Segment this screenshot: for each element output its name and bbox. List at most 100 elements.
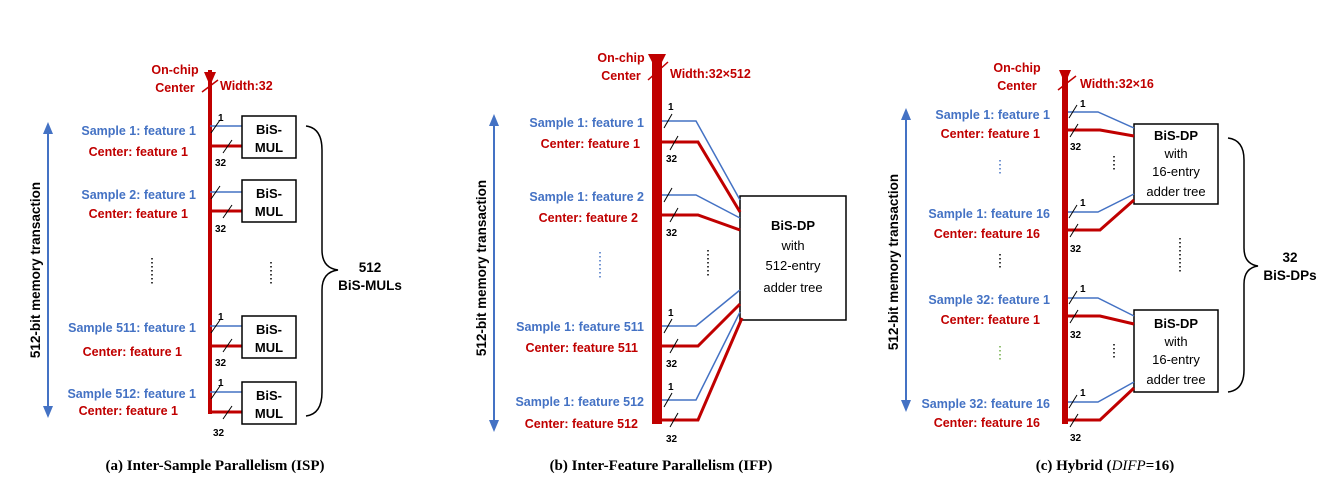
caption: (b) Inter-Feature Parallelism (IFP) bbox=[550, 458, 773, 474]
center-feature-label: Center: feature 511 bbox=[525, 341, 638, 355]
on-chip-label: On-chip bbox=[151, 63, 199, 77]
sample-label: Sample 32: feature 16 bbox=[921, 397, 1050, 411]
caption: (c) Hybrid (DIFP=16) bbox=[1036, 458, 1175, 474]
bit-width-32: 32 bbox=[215, 224, 227, 235]
center-feature-label: Center: feature 1 bbox=[79, 404, 178, 418]
sample-label: Sample 1: feature 1 bbox=[935, 108, 1050, 122]
brace bbox=[1227, 137, 1259, 393]
center-label: Center bbox=[997, 79, 1037, 93]
bit-width-32: 32 bbox=[1070, 244, 1082, 255]
unit-label: 16-entry bbox=[1152, 164, 1200, 179]
center-feature-label: Center: feature 1 bbox=[941, 127, 1040, 141]
on-chip-label: On-chip bbox=[993, 61, 1041, 75]
bit-width-32: 32 bbox=[215, 158, 227, 169]
width-label: Width:32×512 bbox=[670, 67, 751, 81]
unit-label: MUL bbox=[255, 204, 283, 219]
unit-label: BiS- bbox=[256, 322, 282, 337]
center-feature-label: Center: feature 512 bbox=[525, 417, 638, 431]
brace bbox=[305, 125, 339, 417]
unit-label: with bbox=[1163, 146, 1187, 161]
bit-width-1: 1 bbox=[668, 308, 674, 319]
unit-label: MUL bbox=[255, 406, 283, 421]
vertical-label: 512-bit memory transaction bbox=[886, 174, 901, 350]
total-count: 512 bbox=[359, 260, 382, 275]
unit-label: MUL bbox=[255, 340, 283, 355]
bit-width-1: 1 bbox=[1080, 388, 1086, 399]
sample-label: Sample 1: feature 1 bbox=[529, 116, 644, 130]
sample-label: Sample 1: feature 16 bbox=[928, 207, 1050, 221]
unit-label: adder tree bbox=[1146, 184, 1205, 199]
on-chip-label: On-chip bbox=[597, 51, 645, 65]
center-label: Center bbox=[155, 81, 195, 95]
center-feature-label: Center: feature 1 bbox=[83, 345, 182, 359]
sample-label: Sample 1: feature 512 bbox=[515, 395, 644, 409]
unit-label: adder tree bbox=[1146, 372, 1205, 387]
unit-label: BiS- bbox=[256, 122, 282, 137]
unit-label: BiS- bbox=[256, 186, 282, 201]
bit-width-32: 32 bbox=[1070, 330, 1082, 341]
unit-label: BiS-DP bbox=[771, 218, 815, 233]
panel-b: 512-bit memory transaction On-chip Cente… bbox=[474, 51, 847, 474]
center-feature-label: Center: feature 2 bbox=[539, 211, 638, 225]
width-label: Width:32 bbox=[220, 79, 273, 93]
bit-width-1: 1 bbox=[218, 378, 224, 389]
bit-width-1: 1 bbox=[218, 113, 224, 124]
unit-label: MUL bbox=[255, 140, 283, 155]
sample-label: Sample 512: feature 1 bbox=[67, 387, 196, 401]
bit-width-32: 32 bbox=[666, 359, 678, 370]
bit-width-32: 32 bbox=[666, 434, 678, 445]
bis-dp-box bbox=[739, 195, 847, 321]
unit-label: adder tree bbox=[763, 280, 822, 295]
center-feature-label: Center: feature 16 bbox=[934, 416, 1040, 430]
center-feature-label: Center: feature 1 bbox=[89, 145, 188, 159]
unit-label: BiS-DP bbox=[1154, 316, 1198, 331]
center-feature-label: Center: feature 16 bbox=[934, 227, 1040, 241]
center-feature-label: Center: feature 1 bbox=[541, 137, 640, 151]
bis-dp-box bbox=[1133, 309, 1219, 393]
bis-mul-box bbox=[241, 115, 297, 159]
bit-width-1: 1 bbox=[1080, 198, 1086, 209]
vertical-label: 512-bit memory transaction bbox=[474, 180, 489, 356]
center-bus bbox=[652, 58, 662, 424]
total-count: 32 bbox=[1282, 250, 1297, 265]
total-label: BiS-MULs bbox=[338, 278, 402, 293]
sample-label: Sample 1: feature 1 bbox=[81, 124, 196, 138]
bis-dp-box bbox=[1133, 123, 1219, 205]
unit-label: with bbox=[780, 238, 804, 253]
width-label: Width:32×16 bbox=[1080, 77, 1154, 91]
sample-label: Sample 511: feature 1 bbox=[68, 321, 196, 335]
bit-width-32: 32 bbox=[215, 358, 227, 369]
total-label: BiS-DPs bbox=[1263, 268, 1316, 283]
unit-label: BiS-DP bbox=[1154, 128, 1198, 143]
bit-width-1: 1 bbox=[668, 102, 674, 113]
bit-width-1: 1 bbox=[668, 382, 674, 393]
bit-width-32: 32 bbox=[1070, 433, 1082, 444]
unit-label: BiS- bbox=[256, 388, 282, 403]
bit-width-32: 32 bbox=[666, 154, 678, 165]
sample-label: Sample 2: feature 1 bbox=[81, 188, 196, 202]
panel-c: 512-bit memory transaction On-chip Cente… bbox=[886, 61, 1317, 474]
vertical-label: 512-bit memory transaction bbox=[28, 182, 43, 358]
bit-width-1: 1 bbox=[218, 312, 224, 323]
panel-a: 512-bit memory transaction On-chip Cente… bbox=[28, 63, 402, 474]
bit-width-1: 1 bbox=[1080, 284, 1086, 295]
sample-label: Sample 1: feature 2 bbox=[529, 190, 644, 204]
unit-label: 512-entry bbox=[766, 258, 821, 273]
unit-label: 16-entry bbox=[1152, 352, 1200, 367]
bit-width-1: 1 bbox=[1080, 99, 1086, 110]
bis-mul-box bbox=[241, 315, 297, 359]
bit-width-32: 32 bbox=[1070, 142, 1082, 153]
bis-mul-box bbox=[241, 381, 297, 425]
bis-mul-box bbox=[241, 179, 297, 223]
unit-label: with bbox=[1163, 334, 1187, 349]
bit-width-32: 32 bbox=[213, 428, 225, 439]
sample-label: Sample 1: feature 511 bbox=[516, 320, 644, 334]
bit-width-32: 32 bbox=[666, 228, 678, 239]
center-feature-label: Center: feature 1 bbox=[89, 207, 188, 221]
caption: (a) Inter-Sample Parallelism (ISP) bbox=[106, 458, 325, 474]
center-label: Center bbox=[601, 69, 641, 83]
center-feature-label: Center: feature 1 bbox=[941, 313, 1040, 327]
sample-label: Sample 32: feature 1 bbox=[928, 293, 1050, 307]
center-bus bbox=[1062, 70, 1068, 424]
